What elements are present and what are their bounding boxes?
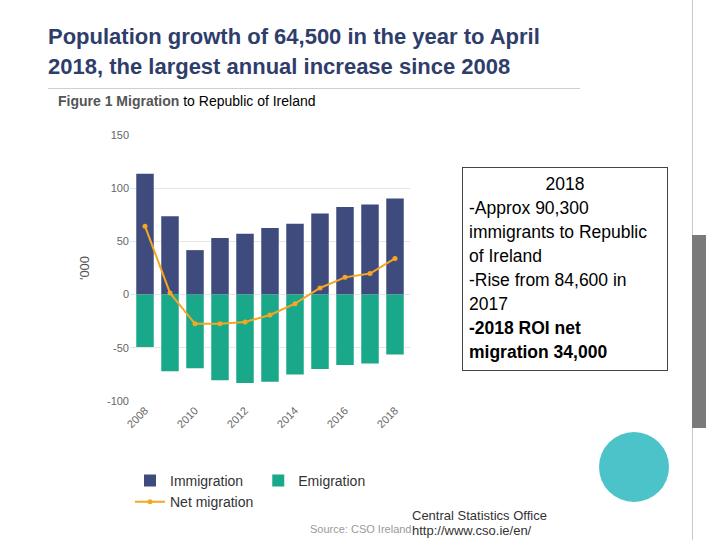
svg-text:150: 150 [111,129,129,141]
svg-text:50: 50 [117,235,129,247]
html-text:-Approx 90,300 immigrants to R: -Approx 90,300 immigrants to Republic of… [469,198,647,266]
svg-text:-100: -100 [107,395,129,407]
svg-text:'000: '000 [77,256,92,280]
svg-text:2018: 2018 [375,404,401,430]
svg-text:2010: 2010 [175,404,201,430]
svg-text:2008: 2008 [125,404,151,430]
svg-text:2016: 2016 [325,404,351,430]
html-text:-Rise from 84,600 in 2017: -Rise from 84,600 in 2017 [469,270,627,314]
svg-text:-50: -50 [113,342,129,354]
svg-text:2012: 2012 [225,404,251,430]
svg-text:100: 100 [111,182,129,194]
html-text:-2018 ROI net migration 34,000: -2018 ROI net migration 34,000 [469,318,608,362]
svg-text:2014: 2014 [275,404,301,430]
html-text:Figure 1 Migration to Republic: Figure 1 Migration to Republic of Irelan… [58,93,316,109]
html-text:Population growth of 64,500 in: Population growth of 64,500 in the year … [48,24,540,79]
svg-text:Emigration: Emigration [298,473,365,489]
html-text:Central Statistics Office: Central Statistics Office [412,508,547,523]
html-text:http://www.cso.ie/en/: http://www.cso.ie/en/ [412,523,532,538]
html-text:Source: CSO Ireland: Source: CSO Ireland [310,523,412,535]
svg-text:0: 0 [123,288,129,300]
svg-text:Immigration: Immigration [170,473,243,489]
html-text:2018: 2018 [545,174,585,194]
svg-text:Net migration: Net migration [170,494,253,510]
